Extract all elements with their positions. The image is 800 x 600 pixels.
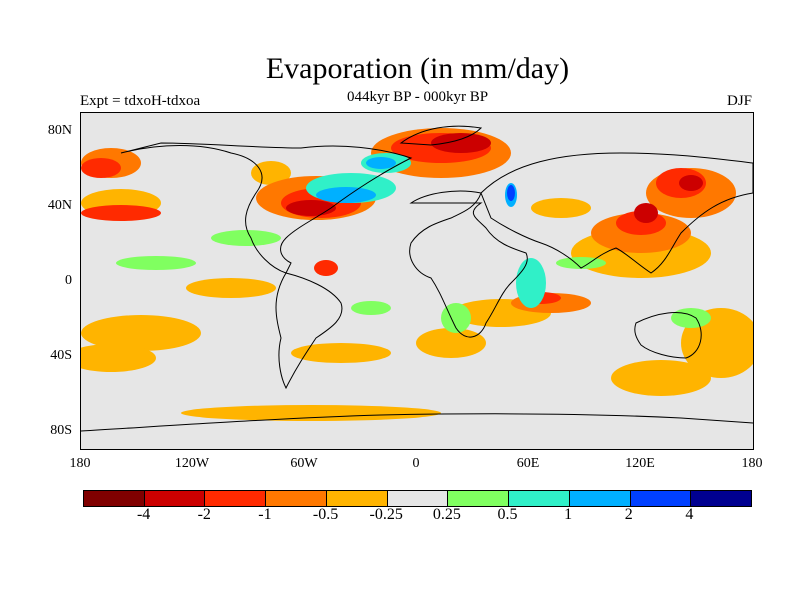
map-field [81,125,753,432]
coastlines [81,125,753,432]
x-tick-60w: 60W [290,456,318,471]
x-tick-0: 0 [412,456,420,471]
deep-blue-anomaly-patches [507,185,515,201]
colorbar-label: -2 [197,506,211,523]
season-label: DJF [726,93,752,109]
y-tick-0: 0 [65,273,72,288]
colorbar-swatch [387,491,449,506]
colorbar-label: -1 [258,506,272,523]
colorbar-swatch [84,491,145,506]
colorbar-swatch [326,491,388,506]
colorbar-swatch [509,491,570,506]
y-tick-40s: 40S [50,348,72,363]
colorbar-label: -4 [136,506,151,523]
green-anomaly-patches [116,230,711,333]
colorbar-swatch [144,491,206,506]
colorbar-label: -0.25 [369,506,403,523]
map-subtitle: 044kyr BP - 000kyr BP [346,89,489,105]
colorbar-swatch [205,491,267,506]
y-tick-80n: 80N [47,123,72,138]
colorbar-swatch [691,491,752,506]
y-tick-80s: 80S [50,423,72,438]
colorbar-swatch [569,491,631,506]
x-tick-180-left: 180 [69,456,91,471]
x-tick-60e: 60E [516,456,540,471]
map-title: Evaporation (in mm/day) [265,52,570,85]
dark-red-anomaly-patches [286,133,703,223]
y-tick-40n: 40N [47,198,72,213]
colorbar-label: -0.5 [312,506,339,523]
colorbar-label: 1 [564,506,573,523]
colorbar [83,490,752,507]
x-tick-120w: 120W [174,456,210,471]
colorbar-label: 0.5 [497,506,518,523]
evaporation-map [80,112,754,450]
colorbar-label: 0.25 [432,506,461,523]
colorbar-swatch [630,491,692,506]
x-tick-120e: 120E [625,456,655,471]
colorbar-swatch [448,491,510,506]
colorbar-label: 2 [624,506,633,523]
x-tick-180-right: 180 [741,456,763,471]
experiment-label: Expt = tdxoH-tdxoa [80,93,201,109]
colorbar-label: 4 [685,506,694,523]
colorbar-swatch [266,491,327,506]
